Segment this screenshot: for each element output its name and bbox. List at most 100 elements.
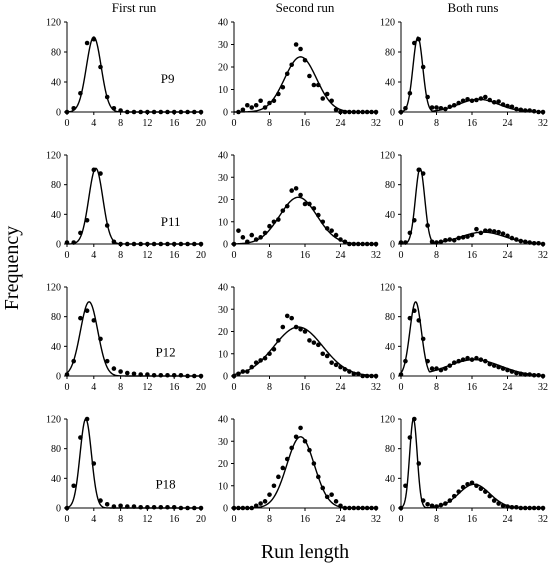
data-point <box>267 223 272 229</box>
y-tick-label: 40 <box>51 474 61 485</box>
data-point <box>298 425 303 431</box>
data-point <box>258 358 263 363</box>
data-point <box>231 373 237 379</box>
x-tick-label: 4 <box>91 250 96 261</box>
data-point <box>245 102 250 108</box>
data-point <box>447 237 453 242</box>
data-point <box>536 109 541 115</box>
x-tick-label: 4 <box>91 514 96 525</box>
data-point <box>289 188 294 193</box>
data-point <box>185 241 190 247</box>
data-point <box>496 364 501 370</box>
data-point <box>289 315 294 321</box>
x-tick-label: 16 <box>169 118 179 129</box>
data-point <box>443 237 448 243</box>
data-point <box>64 372 70 377</box>
x-tick-label: 16 <box>169 514 179 525</box>
data-point <box>262 499 268 504</box>
data-point <box>369 109 374 115</box>
data-point <box>158 109 164 115</box>
data-point <box>125 370 130 376</box>
data-point <box>373 241 379 247</box>
data-point <box>307 201 312 207</box>
panel-p11-second-run: 0 8 16 24 32 0 10 20 30 40 <box>218 151 381 262</box>
data-point <box>64 240 70 245</box>
data-point <box>151 109 157 115</box>
data-point <box>91 36 97 42</box>
data-point <box>425 358 430 364</box>
data-point <box>522 108 528 113</box>
data-point <box>536 372 541 378</box>
data-point <box>329 360 334 365</box>
data-point <box>192 109 197 115</box>
fit-curve <box>400 417 543 509</box>
y-tick-label: 40 <box>51 342 61 353</box>
data-point <box>333 232 339 238</box>
data-point <box>338 237 343 242</box>
data-point <box>505 367 510 373</box>
data-point <box>527 505 532 511</box>
data-point <box>373 505 379 511</box>
data-point <box>474 226 479 232</box>
data-point <box>403 105 408 111</box>
data-point <box>302 438 308 444</box>
data-point <box>307 73 312 79</box>
data-point <box>276 338 281 343</box>
data-point <box>298 192 303 198</box>
fit-curve <box>67 167 201 245</box>
x-tick-label: 0 <box>65 514 70 525</box>
data-point <box>434 504 439 509</box>
x-tick-label: 24 <box>503 250 513 261</box>
data-point <box>64 505 70 511</box>
panel-p12-both-runs: 0 8 16 24 32 0 40 80 120 <box>380 283 548 394</box>
data-point <box>369 373 374 379</box>
data-point <box>329 98 334 104</box>
data-point <box>514 504 519 510</box>
data-point <box>320 96 326 101</box>
data-point <box>460 484 466 490</box>
data-point <box>145 109 150 115</box>
data-point <box>469 357 475 362</box>
x-tick-label: 8 <box>118 118 123 129</box>
data-point <box>284 203 290 209</box>
data-point <box>403 483 408 489</box>
data-point <box>71 483 76 489</box>
data-point <box>496 99 501 104</box>
data-point <box>407 230 413 236</box>
data-point <box>316 474 321 480</box>
x-tick-label: 32 <box>538 118 548 129</box>
y-tick-label: 40 <box>385 210 395 221</box>
data-point <box>158 504 164 510</box>
data-point <box>364 109 370 115</box>
data-point <box>398 240 404 245</box>
data-point <box>483 358 488 364</box>
data-point <box>443 501 448 506</box>
data-point <box>324 353 330 359</box>
participant-label-p12: P12 <box>155 344 175 359</box>
data-point <box>487 228 493 233</box>
data-point <box>500 366 506 371</box>
y-tick-label: 40 <box>218 151 228 162</box>
data-point <box>145 372 150 377</box>
data-point <box>505 504 510 509</box>
data-point <box>151 241 157 247</box>
data-point <box>280 324 286 330</box>
x-tick-label: 32 <box>538 382 548 393</box>
data-point <box>276 474 281 480</box>
data-point <box>267 492 272 497</box>
data-point <box>236 228 241 233</box>
data-point <box>347 505 352 511</box>
data-point <box>429 239 435 245</box>
data-point <box>118 369 123 374</box>
data-point <box>425 94 430 100</box>
data-point <box>240 505 246 511</box>
data-point <box>307 338 312 343</box>
data-point <box>412 416 417 422</box>
x-tick-label: 4 <box>91 382 96 393</box>
data-point <box>165 504 170 510</box>
data-point <box>231 505 237 511</box>
data-point <box>474 355 479 361</box>
data-point <box>491 229 497 234</box>
data-point <box>104 223 110 228</box>
y-tick-label: 10 <box>218 217 228 228</box>
